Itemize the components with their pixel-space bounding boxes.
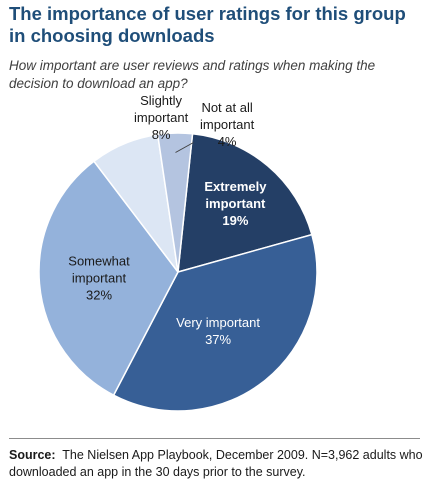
pie-slice-somewhat-important [38, 160, 179, 397]
source-note: Source: The Nielsen App Playbook, Decemb… [9, 447, 424, 481]
source-divider [9, 438, 420, 439]
pie-label-somewhat-important: Somewhat important 32% [68, 254, 130, 303]
source-label: Source: [9, 448, 56, 462]
source-text: The Nielsen App Playbook, December 2009.… [9, 448, 423, 479]
pie-label-very-important: Very important 37% [176, 315, 260, 347]
pie-label-slightly-important: Slightly important 8% [134, 93, 189, 142]
pie-label-not-at-all-important: Not at all important 4% [200, 100, 255, 149]
chart-subtitle: How important are user reviews and ratin… [9, 58, 376, 91]
pie-slice-extremely-important [177, 132, 313, 274]
chart-title: The importance of user ratings for this … [9, 3, 406, 46]
pie-slice-very-important [112, 233, 318, 412]
pie-slice-not-at-all-important [156, 132, 194, 273]
pie-label-extremely-important: Extremely important 19% [204, 179, 267, 228]
pie-leader-line [175, 142, 194, 153]
